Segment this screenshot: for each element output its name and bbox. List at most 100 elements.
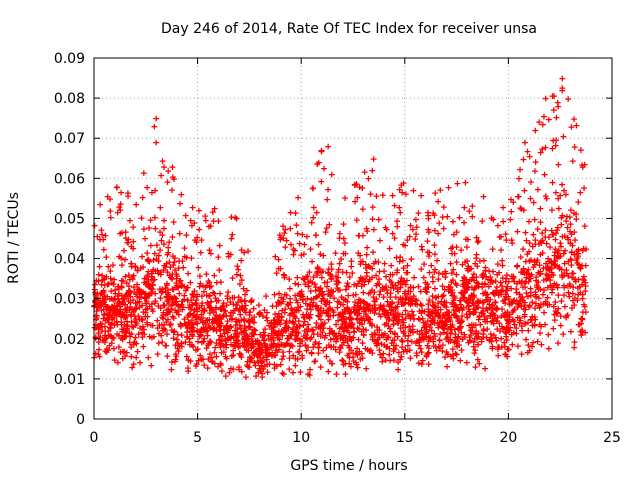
data-point: +	[508, 205, 515, 218]
data-point: +	[283, 338, 290, 351]
data-point: +	[491, 301, 498, 314]
data-point: +	[536, 116, 543, 129]
data-point: +	[221, 304, 228, 317]
data-point: +	[399, 341, 406, 354]
data-point: +	[346, 316, 353, 329]
data-point: +	[525, 316, 532, 329]
data-point: +	[349, 318, 356, 331]
data-point: +	[504, 333, 511, 346]
data-point: +	[546, 271, 553, 284]
data-point: +	[348, 316, 355, 329]
data-point: +	[169, 184, 176, 197]
data-point: +	[339, 266, 346, 279]
data-point: +	[430, 313, 437, 326]
data-point: +	[549, 257, 556, 270]
data-point: +	[538, 236, 545, 249]
y-tick-label: 0.09	[54, 51, 85, 67]
data-point: +	[421, 257, 428, 270]
data-point: +	[258, 356, 265, 369]
data-point: +	[328, 258, 335, 271]
data-point: +	[529, 319, 536, 332]
data-point: +	[241, 330, 248, 343]
data-point: +	[207, 220, 214, 233]
data-point: +	[450, 352, 457, 365]
data-point: +	[418, 324, 425, 337]
data-point: +	[408, 335, 415, 348]
data-point: +	[565, 286, 572, 299]
data-point: +	[508, 193, 515, 206]
data-point: +	[521, 296, 528, 309]
data-point: +	[558, 240, 565, 253]
data-point: +	[380, 329, 387, 342]
data-point: +	[560, 130, 567, 143]
data-point: +	[450, 215, 457, 228]
data-point: +	[127, 336, 134, 349]
data-point: +	[231, 336, 238, 349]
data-point: +	[280, 293, 287, 306]
data-point: +	[201, 359, 208, 372]
data-point: +	[500, 294, 507, 307]
data-point: +	[143, 278, 150, 291]
data-point: +	[405, 339, 412, 352]
data-point: +	[234, 268, 241, 281]
data-point: +	[511, 318, 518, 331]
data-point: +	[552, 304, 559, 317]
data-point: +	[115, 280, 122, 293]
data-point: +	[292, 207, 299, 220]
data-point: +	[135, 283, 142, 296]
data-point: +	[473, 276, 480, 289]
data-point: +	[172, 304, 179, 317]
data-point: +	[374, 339, 381, 352]
data-point: +	[510, 272, 517, 285]
data-point: +	[374, 333, 381, 346]
data-point: +	[571, 225, 578, 238]
data-point: +	[573, 213, 580, 226]
data-point: +	[147, 319, 154, 332]
data-point: +	[521, 265, 528, 278]
data-point: +	[277, 262, 284, 275]
data-point: +	[163, 315, 170, 328]
data-point: +	[523, 255, 530, 268]
data-point: +	[290, 366, 297, 379]
data-point: +	[194, 310, 201, 323]
data-point: +	[125, 287, 132, 300]
data-point: +	[165, 286, 172, 299]
data-point: +	[189, 299, 196, 312]
data-point: +	[549, 228, 556, 241]
data-point: +	[517, 294, 524, 307]
data-point: +	[140, 167, 147, 180]
data-point: +	[543, 262, 550, 275]
data-point: +	[299, 349, 306, 362]
data-point: +	[569, 154, 576, 167]
data-point: +	[112, 283, 119, 296]
data-point: +	[346, 319, 353, 332]
data-point: +	[271, 349, 278, 362]
data-point: +	[405, 329, 412, 342]
data-point: +	[262, 346, 269, 359]
data-point: +	[475, 296, 482, 309]
data-point: +	[458, 316, 465, 329]
data-point: +	[185, 364, 192, 377]
data-point: +	[327, 289, 334, 302]
data-point: +	[367, 305, 374, 318]
data-point: +	[218, 337, 225, 350]
data-point: +	[287, 329, 294, 342]
data-point: +	[149, 186, 156, 199]
data-point: +	[559, 230, 566, 243]
data-point: +	[261, 334, 268, 347]
data-point: +	[123, 320, 130, 333]
data-point: +	[273, 341, 280, 354]
data-point: +	[551, 300, 558, 313]
data-point: +	[369, 213, 376, 226]
data-point: +	[153, 136, 160, 149]
data-point: +	[445, 331, 452, 344]
data-point: +	[238, 351, 245, 364]
data-point: +	[473, 270, 480, 283]
data-point: +	[179, 295, 186, 308]
data-point: +	[535, 266, 542, 279]
data-point: +	[453, 337, 460, 350]
data-point: +	[472, 298, 479, 311]
data-point: +	[183, 228, 190, 241]
data-point: +	[308, 331, 315, 344]
data-point: +	[507, 213, 514, 226]
